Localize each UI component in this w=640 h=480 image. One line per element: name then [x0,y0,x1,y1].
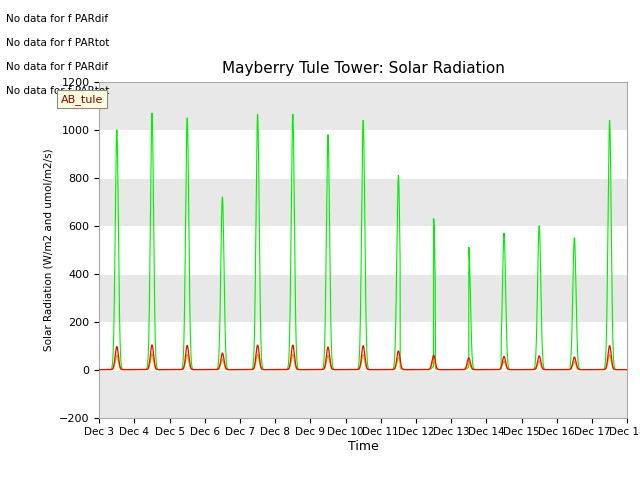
Title: Mayberry Tule Tower: Solar Radiation: Mayberry Tule Tower: Solar Radiation [222,61,504,76]
Text: No data for f PARdif: No data for f PARdif [6,62,109,72]
Text: No data for f PARtot: No data for f PARtot [6,38,110,48]
Text: No data for f PARtot: No data for f PARtot [6,86,110,96]
Text: AB_tule: AB_tule [61,94,103,105]
Bar [99,82,627,130]
X-axis label: Time: Time [348,440,379,453]
Bar [99,130,627,178]
Bar [99,178,627,226]
Bar [99,226,627,274]
Bar [99,274,627,322]
Bar [99,370,627,418]
Y-axis label: Solar Radiation (W/m2 and umol/m2/s): Solar Radiation (W/m2 and umol/m2/s) [44,148,53,351]
Bar [99,322,627,370]
Text: No data for f PARdif: No data for f PARdif [6,14,109,24]
